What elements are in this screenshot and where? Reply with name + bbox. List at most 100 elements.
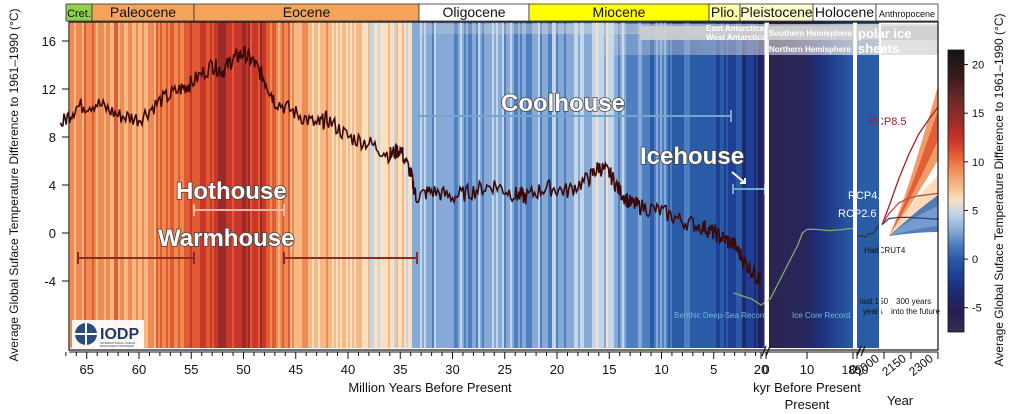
bg-stripe [746,22,749,348]
bg-stripe [438,22,441,348]
bg-stripe [604,22,607,348]
epoch-label-plio: Plio. [711,4,738,20]
colorbar-tick-label: 10 [972,157,984,169]
bg-stripe [148,22,151,348]
bg-stripe [552,22,555,348]
bg-stripe [482,22,485,348]
southern-hemisphere-bar [640,26,938,40]
bg-stripe [284,22,287,348]
bg-stripe [708,22,711,348]
bg-stripe [120,22,123,348]
bg-stripe [376,22,379,348]
bg-stripe [192,22,195,348]
bg-stripe [294,22,297,348]
bg-stripe [416,22,419,348]
bg-stripe [136,22,139,348]
bg-stripe [522,22,525,348]
bg-stripe [660,22,663,348]
bg-stripe [688,22,691,348]
x-tick-label-ma: 10 [654,362,668,377]
bg-stripe [246,22,249,348]
colorbar-tick-label: 0 [972,254,978,266]
bg-stripe [408,22,411,348]
bg-stripe [88,22,91,348]
bg-stripe [178,22,181,348]
hothouse-label: Hothouse [176,178,287,205]
hadcrut4-line [856,224,880,238]
bg-stripe [396,22,399,348]
east-antarctica-label: East Antarctica [706,24,765,33]
bg-stripe [200,22,203,348]
bg-stripe [424,22,427,348]
bg-stripe [718,22,721,348]
bg-stripe [426,22,429,348]
bg-stripe [642,22,645,348]
bg-stripe [754,22,757,348]
x-axis-title-year: Year [887,393,914,408]
polar-ice-label-2: sheets [858,41,899,56]
rcp8-5-line [881,106,939,225]
bg-stripe [94,22,97,348]
axis-break-mark [761,345,771,357]
benthic-label: Benthic Deep-Sea Record [674,311,767,320]
rcp26-inner-fan [889,206,938,236]
hadcrut-label: HadCRUT4 [864,246,906,255]
x-tick-label-ma: 20 [550,362,564,377]
bg-stripe [264,22,267,348]
bg-stripe [172,22,175,348]
bg-stripe [146,22,149,348]
bg-stripe [78,22,81,348]
bg-stripe [132,22,135,348]
bg-stripe [640,22,643,348]
colorbar [947,49,965,333]
bg-stripe [644,22,647,348]
bg-stripe [700,22,703,348]
x-tick-label-kyr: 10 [800,362,814,377]
bg-stripe [208,22,211,348]
bg-stripe [636,22,639,348]
bg-stripe [286,22,289,348]
bg-stripe [304,22,307,348]
bg-stripe [184,22,187,348]
bg-stripe [730,22,733,348]
bg-stripe [92,22,95,348]
bg-stripe [228,22,231,348]
bg-stripe [722,22,725,348]
colorbar-ticks: 20 15 10 5 0 -5 [964,60,984,315]
bg-stripe [252,22,255,348]
bg-stripe [352,22,355,348]
x-axis-title-kyr: kyr Before Present [753,380,861,395]
bg-stripe [454,22,457,348]
bg-stripe [712,22,715,348]
bg-stripe [98,22,101,348]
epoch-header: Cret. Paleocene Eocene Oligocene Miocene Plio… [65,3,939,22]
bg-stripe [74,22,77,348]
bg-stripe [452,22,455,348]
bg-stripe [742,22,745,348]
colorbar-title: Average Global Suface Temperature Differ… [992,13,1006,366]
bg-stripe [728,22,731,348]
bg-stripe [104,22,107,348]
bg-stripe [202,22,205,348]
bg-stripe [484,22,487,348]
y-tick-label: 4 [49,178,56,193]
bg-stripe [572,22,575,348]
bg-stripe [358,22,361,348]
bg-stripe [346,22,349,348]
bg-stripe [290,22,293,348]
bg-stripe [734,22,737,348]
iodp-subtitle-1: INTERNATIONAL OCEAN [100,341,135,345]
temperature-background-stripes [70,22,767,348]
iodp-subtitle-2: DISCOVERY PROGRAM [100,344,134,348]
northern-hemisphere-label: Northern Hemisphere [769,45,851,54]
bg-stripe [244,22,247,348]
west-antarctica-label: West Antarctica [706,33,767,42]
bg-stripe [582,22,585,348]
bg-stripe [282,22,285,348]
bg-stripe [364,22,367,348]
bg-stripe [606,22,609,348]
bg-stripe [248,22,251,348]
bg-stripe [356,22,359,348]
bg-stripe [726,22,729,348]
bg-stripe [584,22,587,348]
